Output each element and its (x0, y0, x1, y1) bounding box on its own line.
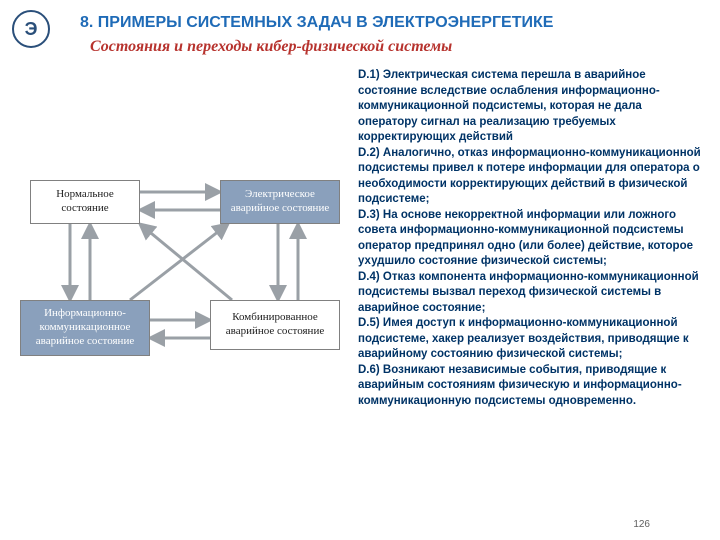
description-item-3: D.3) На основе некорректной информации и… (358, 208, 704, 270)
description-item-6: D.6) Возникают независимые события, прив… (358, 363, 704, 410)
description-item-body: Имея доступ к информационно-коммуникацио… (358, 317, 689, 360)
edge-label-A: A (186, 164, 198, 182)
description-item-5: D.5) Имея доступ к информационно-коммуни… (358, 316, 704, 363)
description-item-body: На основе некорректной информации или ло… (358, 209, 693, 268)
description-item-label: D.5) (358, 317, 383, 329)
edge-label-B: B (16, 254, 28, 272)
edge-label-C: C (168, 368, 180, 386)
diagram-node-info: Информационно-коммуникационноеаварийное … (20, 300, 150, 356)
diagram-node-elec: Электрическоеаварийное состояние (220, 180, 340, 224)
diagram-node-comb: Комбинированноеаварийное состояние (210, 300, 340, 350)
description-item-label: D.1) (358, 69, 383, 81)
diagram-arrow (140, 224, 232, 300)
description-item-label: D.6) (358, 364, 383, 376)
description-item-label: D.4) (358, 271, 383, 283)
logo-icon: Э (12, 10, 50, 48)
description-item-body: Возникают независимые события, приводящи… (358, 364, 682, 407)
edge-label-D: D (322, 258, 334, 276)
diagram-arrow (130, 224, 228, 300)
slide-subtitle: Состояния и переходы кибер-физической си… (90, 38, 700, 56)
diagram-node-normal: Нормальноесостояние (30, 180, 140, 224)
page-number: 126 (633, 519, 650, 530)
description-item-body: Аналогично, отказ информационно-коммуник… (358, 147, 701, 206)
state-diagram: Нормальноесостояние Электрическоеаварийно… (10, 150, 350, 410)
description-item-label: D.2) (358, 147, 383, 159)
description-item-4: D.4) Отказ компонента информационно-комм… (358, 270, 704, 317)
description-item-label: D.3) (358, 209, 383, 221)
description-item-1: D.1) Электрическая система перешла в ава… (358, 68, 704, 146)
description-item-body: Электрическая система перешла в аварийно… (358, 69, 660, 143)
slide-title: 8. ПРИМЕРЫ СИСТЕМНЫХ ЗАДАЧ В ЭЛЕКТРОЭНЕР… (80, 14, 700, 32)
description-item-2: D.2) Аналогично, отказ информационно-ком… (358, 146, 704, 208)
description-item-body: Отказ компонента информационно-коммуника… (358, 271, 699, 314)
description-column: D.1) Электрическая система перешла в ава… (358, 68, 704, 409)
